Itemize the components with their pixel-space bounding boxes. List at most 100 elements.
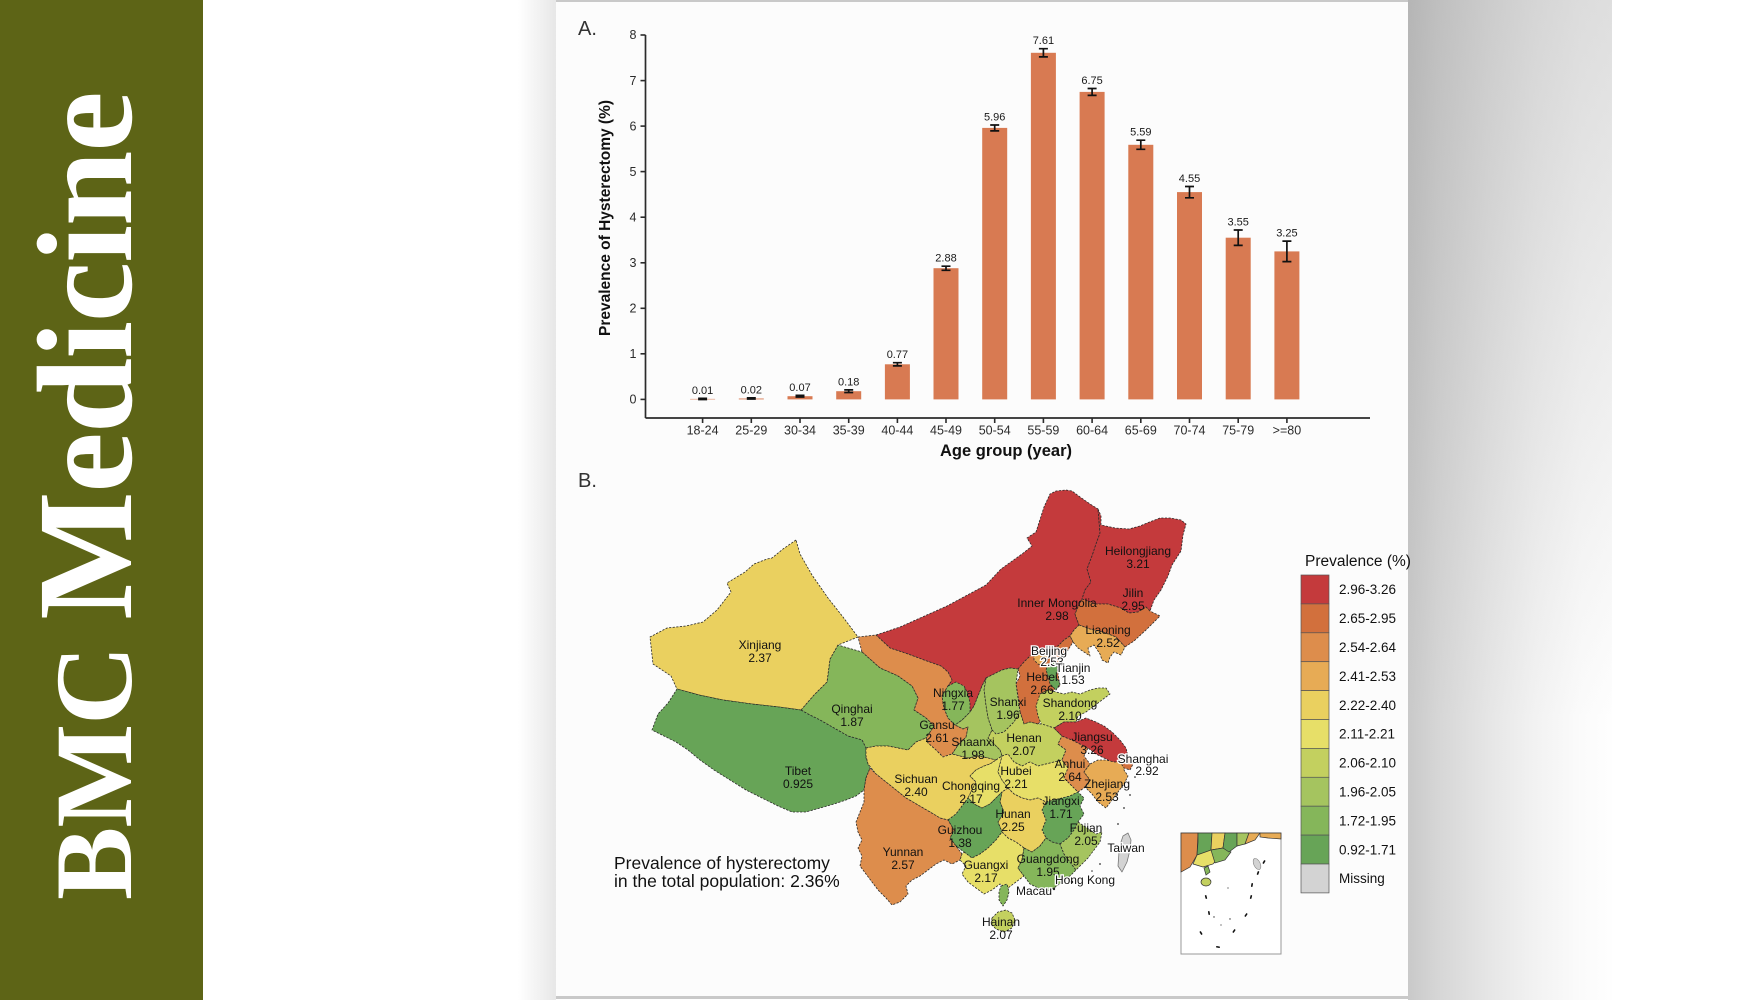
svg-text:Tianjin: Tianjin: [1056, 661, 1091, 675]
svg-text:in the total population: 2.36%: in the total population: 2.36%: [614, 871, 840, 891]
svg-text:Hebei: Hebei: [1026, 670, 1057, 684]
svg-text:2.54-2.64: 2.54-2.64: [1339, 640, 1397, 655]
svg-text:0.02: 0.02: [741, 384, 762, 396]
svg-text:2.17: 2.17: [974, 871, 998, 885]
svg-text:70-74: 70-74: [1174, 424, 1206, 438]
svg-text:Jiangxi: Jiangxi: [1042, 794, 1079, 808]
svg-text:2.07: 2.07: [1012, 744, 1036, 758]
svg-text:1.95: 1.95: [1036, 865, 1060, 879]
svg-text:2.17: 2.17: [959, 792, 983, 806]
svg-text:2.96-3.26: 2.96-3.26: [1339, 582, 1396, 597]
svg-text:5: 5: [630, 165, 637, 179]
svg-text:2.66: 2.66: [1030, 683, 1054, 697]
svg-text:Hunan: Hunan: [995, 807, 1030, 821]
svg-text:Qinghai: Qinghai: [831, 702, 872, 716]
svg-text:Zhejiang: Zhejiang: [1084, 777, 1130, 791]
svg-text:3.26: 3.26: [1080, 743, 1104, 757]
svg-text:Tibet: Tibet: [785, 764, 812, 778]
svg-text:2: 2: [630, 302, 637, 316]
svg-text:2.65-2.95: 2.65-2.95: [1339, 611, 1396, 626]
svg-text:Ningxia: Ningxia: [933, 686, 973, 700]
svg-text:Beijing: Beijing: [1031, 644, 1067, 658]
svg-text:1.96: 1.96: [996, 708, 1020, 722]
svg-text:30-34: 30-34: [784, 424, 816, 438]
svg-text:Guizhou: Guizhou: [938, 823, 983, 837]
svg-text:2.22-2.40: 2.22-2.40: [1339, 698, 1396, 713]
svg-text:2.61: 2.61: [925, 731, 949, 745]
svg-text:2.52: 2.52: [1096, 636, 1120, 650]
svg-text:2.21: 2.21: [1004, 777, 1028, 791]
svg-text:5.96: 5.96: [984, 112, 1005, 124]
svg-text:4.55: 4.55: [1179, 173, 1200, 185]
svg-text:40-44: 40-44: [881, 424, 913, 438]
svg-text:5.59: 5.59: [1130, 127, 1151, 139]
svg-text:Jiangsu: Jiangsu: [1071, 730, 1112, 744]
svg-text:2.06-2.10: 2.06-2.10: [1339, 756, 1396, 771]
svg-text:>=80: >=80: [1273, 424, 1302, 438]
svg-text:3.55: 3.55: [1227, 217, 1248, 229]
svg-text:25-29: 25-29: [735, 424, 767, 438]
svg-text:Guangdong: Guangdong: [1017, 852, 1080, 866]
svg-text:Sichuan: Sichuan: [894, 772, 937, 786]
svg-text:Hubei: Hubei: [1000, 764, 1031, 778]
svg-text:3.21: 3.21: [1126, 557, 1150, 571]
svg-text:Anhui: Anhui: [1055, 757, 1086, 771]
svg-text:1.71: 1.71: [1049, 807, 1073, 821]
svg-text:0.925: 0.925: [783, 777, 813, 791]
svg-text:Yunnan: Yunnan: [883, 845, 924, 859]
svg-text:2.53: 2.53: [1040, 655, 1064, 669]
svg-text:60-64: 60-64: [1076, 424, 1108, 438]
svg-text:Shanxi: Shanxi: [990, 695, 1027, 709]
svg-text:0.92-1.71: 0.92-1.71: [1339, 842, 1396, 857]
svg-text:1.53: 1.53: [1061, 673, 1085, 687]
svg-text:1.77: 1.77: [941, 699, 965, 713]
svg-text:Fujian: Fujian: [1070, 821, 1103, 835]
svg-text:Macau: Macau: [1016, 884, 1052, 898]
svg-text:Taiwan: Taiwan: [1107, 841, 1144, 855]
svg-text:Prevalence (%): Prevalence (%): [1305, 553, 1411, 570]
svg-text:7.61: 7.61: [1033, 35, 1054, 47]
svg-text:Shaanxi: Shaanxi: [951, 735, 994, 749]
svg-text:Prevalence of hysterectomy: Prevalence of hysterectomy: [614, 853, 830, 873]
svg-text:3: 3: [630, 256, 637, 270]
svg-text:75-79: 75-79: [1222, 424, 1254, 438]
svg-text:45-49: 45-49: [930, 424, 962, 438]
svg-text:1.87: 1.87: [840, 715, 864, 729]
svg-text:0.77: 0.77: [887, 349, 908, 361]
svg-text:2.57: 2.57: [891, 858, 915, 872]
svg-text:0.07: 0.07: [789, 382, 810, 394]
svg-text:0: 0: [630, 393, 637, 407]
svg-text:4: 4: [630, 210, 637, 224]
svg-text:2.53: 2.53: [1095, 790, 1119, 804]
svg-text:Heilongjiang: Heilongjiang: [1105, 544, 1171, 558]
svg-text:2.07: 2.07: [989, 928, 1013, 942]
svg-text:2.05: 2.05: [1074, 834, 1098, 848]
svg-text:6.75: 6.75: [1081, 75, 1102, 87]
svg-text:Guangxi: Guangxi: [964, 858, 1009, 872]
svg-text:2.98: 2.98: [1045, 609, 1069, 623]
svg-text:2.10: 2.10: [1058, 709, 1082, 723]
svg-text:1.72-1.95: 1.72-1.95: [1339, 813, 1396, 828]
svg-text:Gansu: Gansu: [919, 718, 954, 732]
svg-text:50-54: 50-54: [979, 424, 1011, 438]
svg-text:Hainan: Hainan: [982, 915, 1020, 929]
svg-text:55-59: 55-59: [1027, 424, 1059, 438]
svg-text:3.25: 3.25: [1276, 228, 1297, 240]
svg-text:2.11-2.21: 2.11-2.21: [1339, 727, 1395, 742]
svg-text:Henan: Henan: [1006, 731, 1041, 745]
svg-text:2.88: 2.88: [935, 253, 956, 265]
svg-text:0.01: 0.01: [692, 385, 713, 397]
svg-text:2.41-2.53: 2.41-2.53: [1339, 669, 1396, 684]
svg-text:1.98: 1.98: [961, 748, 985, 762]
svg-text:18-24: 18-24: [687, 424, 719, 438]
svg-text:Shandong: Shandong: [1043, 696, 1098, 710]
svg-text:Chongqing: Chongqing: [942, 779, 1000, 793]
svg-text:1: 1: [630, 347, 637, 361]
svg-text:8: 8: [630, 28, 637, 42]
svg-text:6: 6: [630, 119, 637, 133]
svg-text:Prevalence of Hysterectomy (%): Prevalence of Hysterectomy (%): [597, 100, 614, 336]
svg-text:2.92: 2.92: [1135, 764, 1159, 778]
svg-text:2.40: 2.40: [904, 785, 928, 799]
svg-text:Age group (year): Age group (year): [940, 442, 1072, 460]
svg-text:0.18: 0.18: [838, 376, 859, 388]
